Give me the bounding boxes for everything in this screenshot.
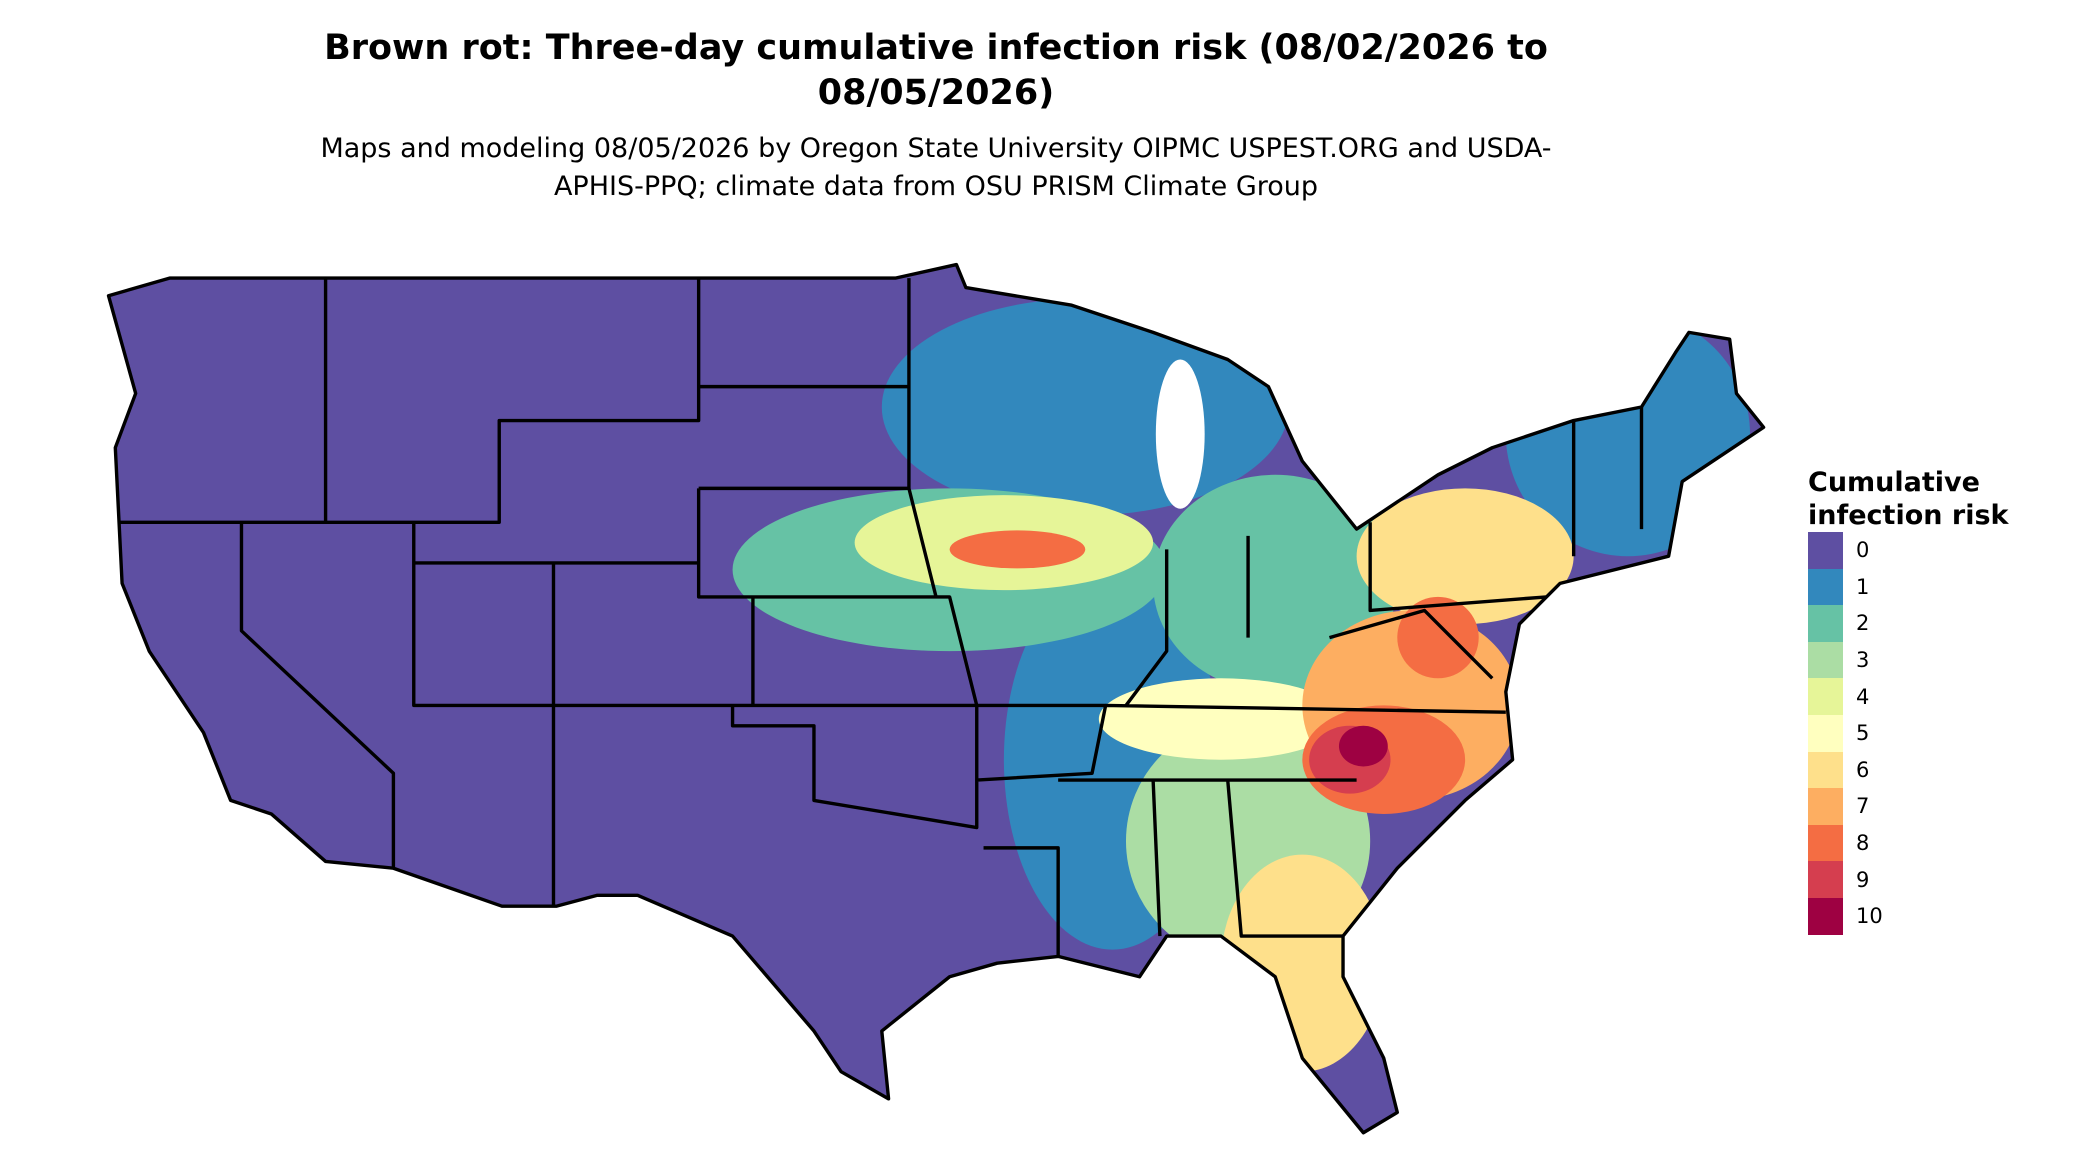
legend-label: 6 (1856, 757, 1870, 782)
legend-label: 5 (1856, 721, 1870, 746)
legend-swatch (1808, 605, 1843, 642)
legend-entry: 3 (1808, 641, 2048, 679)
legend-title: Cumulative infection risk (1808, 467, 2009, 531)
legend-label: 3 (1856, 648, 1870, 673)
map-subtitle: Maps and modeling 08/05/2026 by Oregon S… (320, 133, 1552, 202)
legend-label: 0 (1856, 538, 1870, 563)
legend-entry: 5 (1808, 714, 2048, 752)
map-title: Brown rot: Three-day cumulative infectio… (324, 28, 1548, 113)
map (106, 262, 1766, 1135)
legend-entry: 7 (1808, 788, 2048, 825)
legend-swatch (1808, 532, 1843, 569)
legend-swatch (1808, 788, 1843, 825)
legend-entry: 1 (1808, 568, 2048, 606)
legend-swatch (1808, 897, 1843, 935)
legend-swatch (1808, 678, 1843, 715)
legend-entry: 8 (1808, 824, 2048, 862)
legend-label: 9 (1856, 867, 1870, 892)
legend-label: 1 (1856, 574, 1870, 599)
legend-label: 7 (1856, 794, 1870, 819)
legend-swatch (1808, 568, 1843, 606)
legend-swatch (1808, 641, 1843, 679)
legend-swatch (1808, 714, 1843, 752)
legend-label: 4 (1856, 684, 1870, 709)
legend-entry: 10 (1808, 897, 2048, 935)
legend-label: 10 (1856, 904, 1883, 929)
legend-entry: 2 (1808, 605, 2048, 642)
legend-swatch (1808, 824, 1843, 862)
legend: Cumulative infection risk 0 1 2 3 4 5 6 7 8 9 10 (1808, 466, 2048, 935)
legend-swatch (1808, 861, 1843, 898)
legend-rows: 0 1 2 3 4 5 6 7 8 9 10 (1808, 532, 2048, 935)
legend-entry: 6 (1808, 751, 2048, 789)
state-borders (106, 262, 1766, 1135)
legend-entry: 0 (1808, 532, 2048, 569)
legend-label: 2 (1856, 611, 1870, 636)
legend-entry: 9 (1808, 861, 2048, 898)
legend-entry: 4 (1808, 678, 2048, 715)
legend-label: 8 (1856, 831, 1870, 856)
legend-swatch (1808, 751, 1843, 789)
